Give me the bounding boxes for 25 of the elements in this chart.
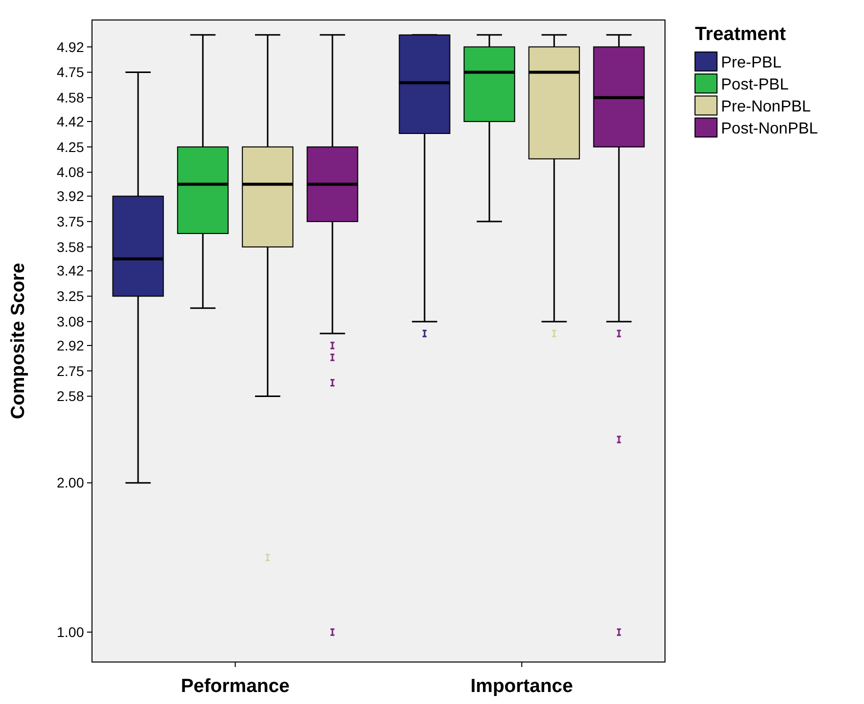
legend-label: Post-PBL xyxy=(721,76,789,94)
y-tick-label: 1.00 xyxy=(56,624,84,640)
y-tick-label: 4.92 xyxy=(56,38,84,55)
y-tick-label: 2.92 xyxy=(56,337,84,354)
y-tick-label: 4.08 xyxy=(56,164,84,180)
y-tick-label: 2.58 xyxy=(56,388,84,404)
y-tick-label: 2.75 xyxy=(56,362,84,379)
y-tick-label: 3.25 xyxy=(56,288,84,304)
y-tick-label: 4.75 xyxy=(56,64,84,80)
y-tick-label: 3.08 xyxy=(56,313,84,330)
y-tick-label: 2.00 xyxy=(56,474,84,491)
x-tick-label: Peformance xyxy=(180,676,290,697)
y-tick-label: 4.42 xyxy=(56,113,84,130)
legend-label: Pre-NonPBL xyxy=(721,98,811,116)
y-axis-title: Composite Score xyxy=(8,262,29,420)
y-tick-label: 3.92 xyxy=(56,188,84,204)
y-tick-label: 3.42 xyxy=(56,262,84,279)
y-tick-label: 4.25 xyxy=(56,138,84,155)
y-tick-label: 3.75 xyxy=(56,213,84,230)
x-tick-label: Importance xyxy=(470,676,573,697)
y-tick-label: 4.58 xyxy=(56,90,84,106)
legend-label: Pre-PBL xyxy=(721,54,782,72)
legend-title: Treatment xyxy=(695,24,786,45)
y-tick-label: 3.58 xyxy=(56,238,84,255)
legend-label: Post-NonPBL xyxy=(721,120,818,138)
